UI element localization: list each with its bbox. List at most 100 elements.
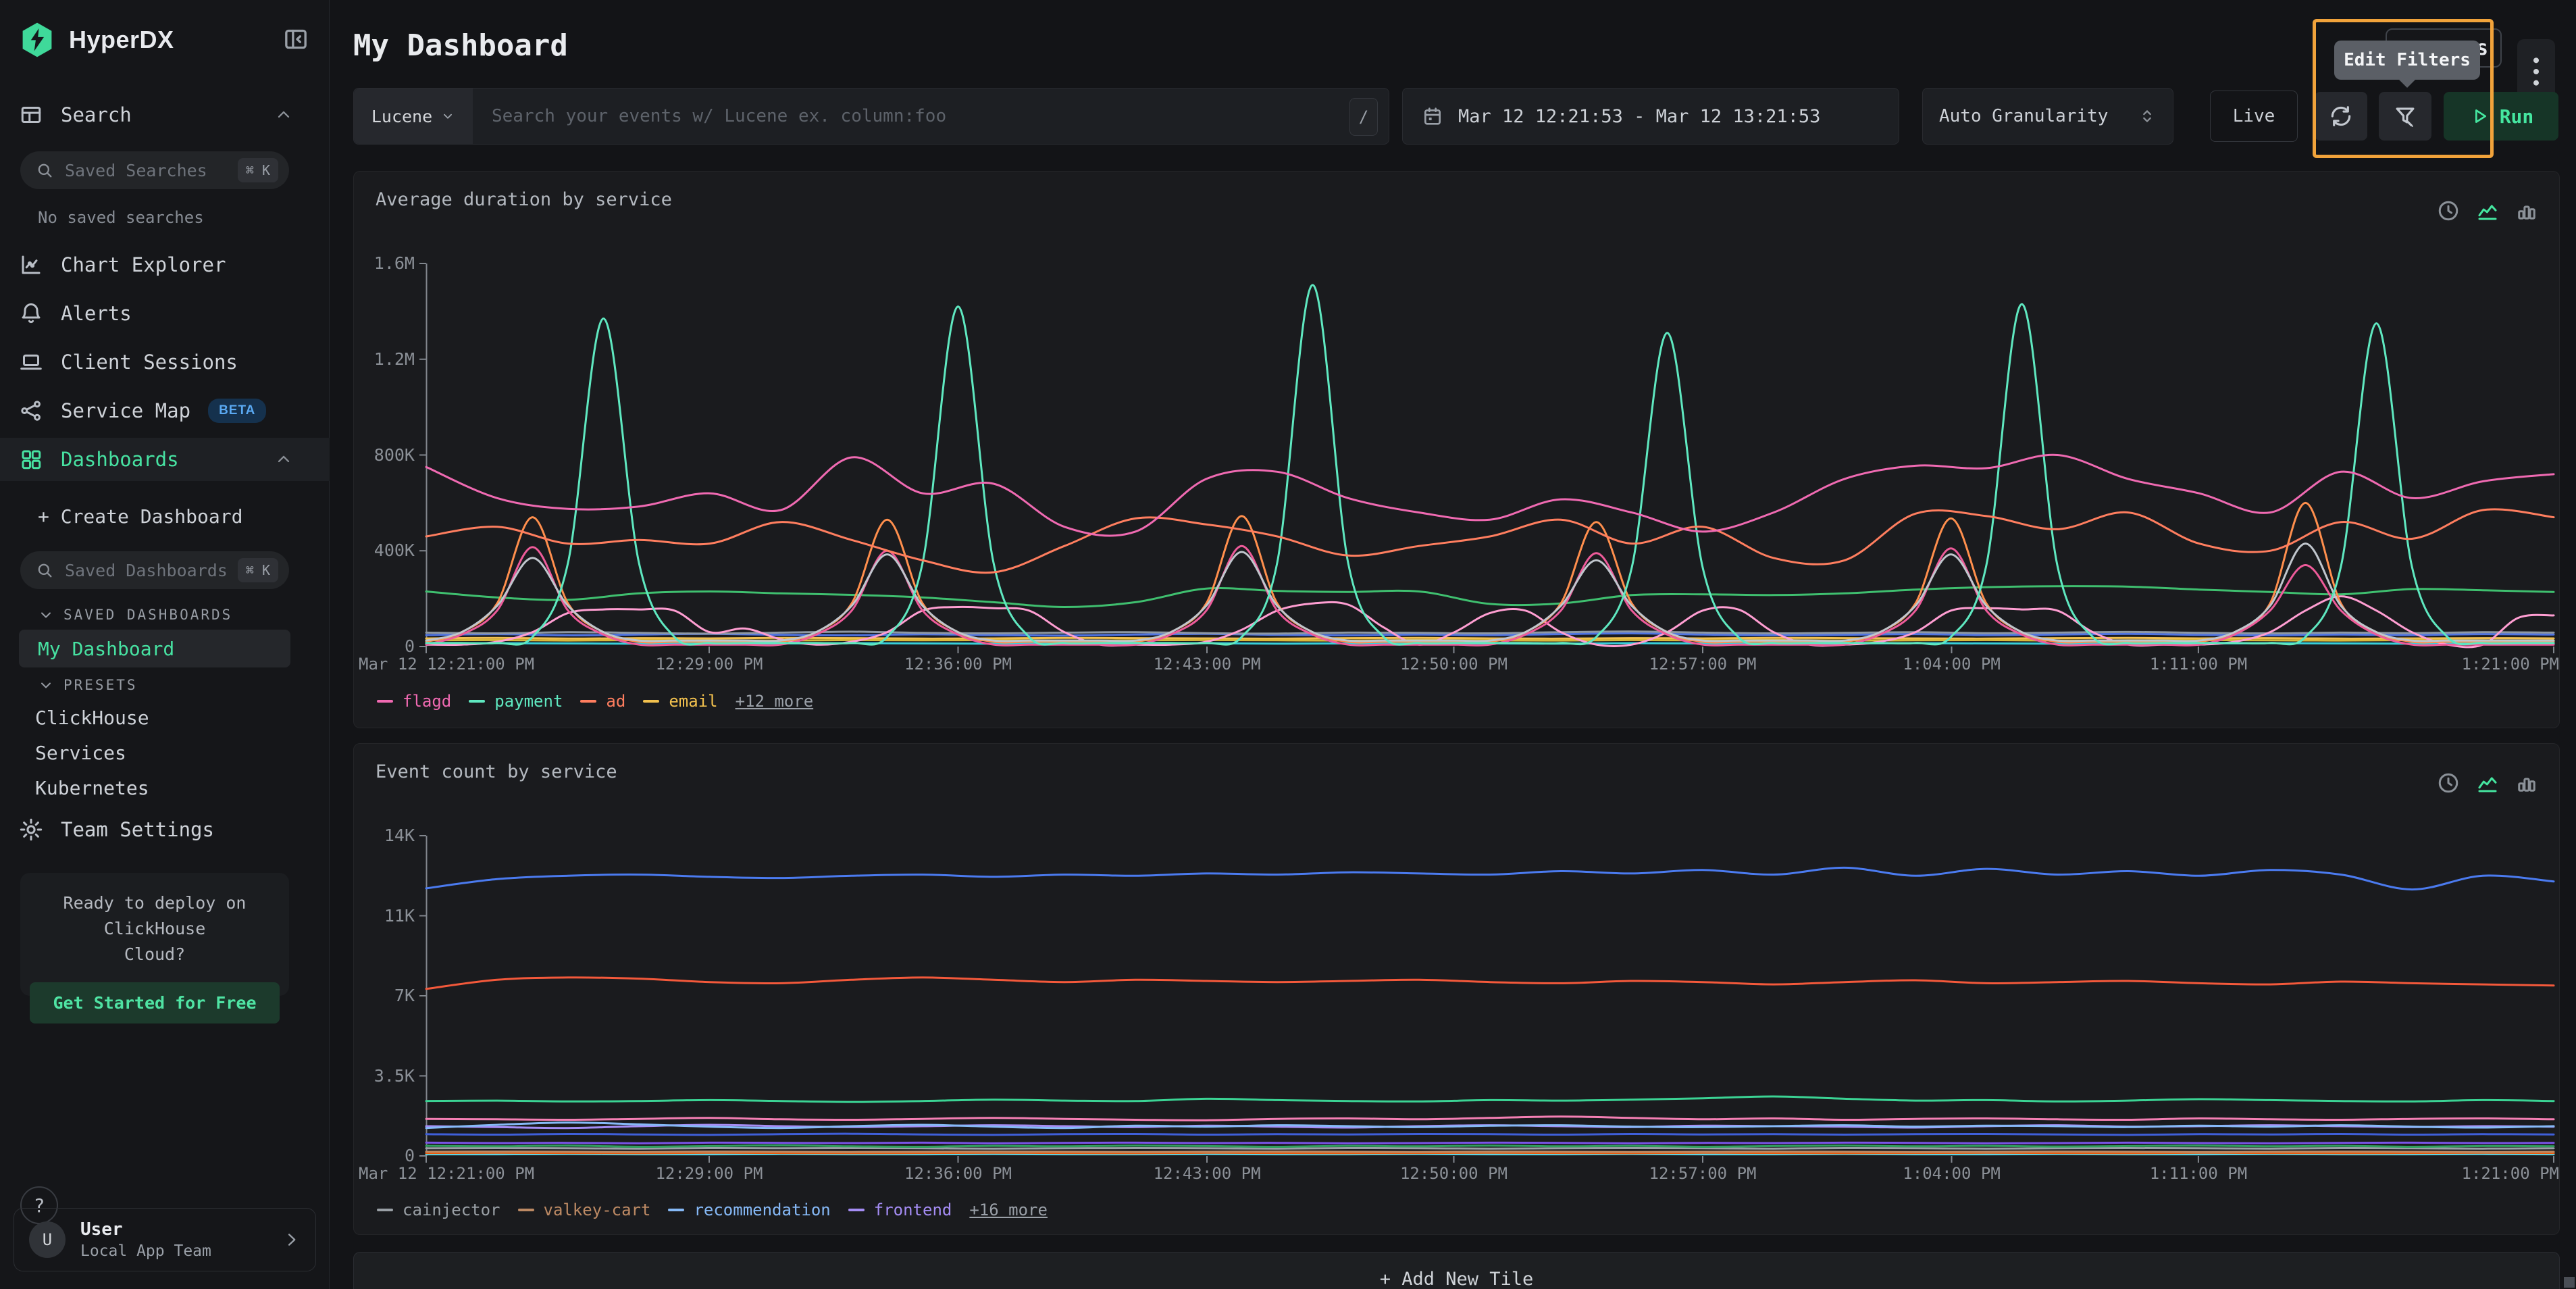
legend-swatch <box>469 700 485 703</box>
x-axis: Mar 12 12:21:00 PM12:29:00 PM12:36:00 PM… <box>426 1164 2554 1187</box>
legend-swatch <box>848 1209 865 1211</box>
sidebar: HyperDX Search Saved Searches ⌘ K No sav… <box>0 0 330 1289</box>
legend-item-cainjector[interactable]: cainjector <box>377 1200 500 1219</box>
legend-label: frontend <box>874 1200 952 1219</box>
legend-item-flagd[interactable]: flagd <box>377 692 451 711</box>
section-presets[interactable]: PRESETS <box>38 677 138 693</box>
legend-more-link[interactable]: +12 more <box>736 692 814 711</box>
preset-services[interactable]: Services <box>35 742 126 764</box>
line-chart-icon[interactable] <box>2475 771 2500 795</box>
y-tick-label: 7K <box>394 986 415 1005</box>
tile-toolbar <box>2436 771 2539 795</box>
live-button[interactable]: Live <box>2210 91 2298 142</box>
bar-chart-icon[interactable] <box>2515 199 2539 223</box>
get-started-button[interactable]: Get Started for Free <box>30 982 279 1023</box>
bar-chart-icon[interactable] <box>2515 771 2539 795</box>
event-search-bar[interactable]: Lucene Search your events w/ Lucene ex. … <box>353 88 1389 145</box>
legend-swatch <box>643 700 659 703</box>
plot-svg <box>426 263 2554 647</box>
query-language-select[interactable]: Lucene <box>354 89 473 144</box>
user-card[interactable]: U User Local App Team <box>14 1208 316 1271</box>
scrollbar-corner[interactable] <box>2564 1277 2575 1288</box>
avatar: U <box>29 1221 66 1258</box>
refresh-button[interactable] <box>2315 92 2367 141</box>
chevron-down-icon <box>38 607 54 623</box>
chart-plot[interactable] <box>426 836 2554 1156</box>
y-tick-label: 1.6M <box>374 253 415 273</box>
tile-toolbar <box>2436 199 2539 223</box>
sidebar-item-chart-explorer[interactable]: Chart Explorer <box>0 243 330 286</box>
tile-title: Event count by service <box>376 761 617 782</box>
saved-dashboards-input[interactable]: Saved Dashboards ⌘ K <box>20 551 289 589</box>
edit-filters-tooltip: Edit Filters <box>2334 41 2480 80</box>
legend-item-frontend[interactable]: frontend <box>848 1200 952 1219</box>
dashboard-name: My Dashboard <box>38 638 174 660</box>
chevron-up-icon <box>274 105 293 124</box>
series-other-3 <box>426 1145 2554 1146</box>
line-chart-icon[interactable] <box>2475 199 2500 223</box>
series-other-6 <box>426 586 2554 607</box>
grid-icon <box>19 447 43 472</box>
legend-swatch <box>377 1209 393 1211</box>
x-tick-label: 1:04:00 PM <box>1903 655 2001 674</box>
legend-label: ad <box>606 692 625 711</box>
run-button[interactable]: Run <box>2444 92 2558 141</box>
sidebar-item-label: Service Map <box>61 399 190 422</box>
y-axis: 1.6M1.2M800K400K0 <box>354 263 421 647</box>
selector-icon <box>2138 107 2157 126</box>
series-flagd <box>426 455 2554 536</box>
series-other-8 <box>426 978 2554 989</box>
legend: flagd payment ademail +12 more <box>377 692 813 711</box>
date-range-picker[interactable]: Mar 12 12:21:53 - Mar 12 13:21:53 <box>1402 88 1899 145</box>
x-tick-label: 12:50:00 PM <box>1400 1164 1508 1183</box>
x-tick-label: 12:29:00 PM <box>655 1164 763 1183</box>
y-tick-label: 1.2M <box>374 349 415 369</box>
sidebar-item-service-map[interactable]: Service Map BETA <box>0 389 330 432</box>
create-dashboard-button[interactable]: + Create Dashboard <box>38 505 242 528</box>
legend-item-email[interactable]: email <box>643 692 717 711</box>
user-meta: User Local App Team <box>80 1219 282 1260</box>
legend-more-link[interactable]: +16 more <box>969 1200 1048 1219</box>
gear-icon <box>19 817 43 842</box>
y-tick-label: 14K <box>384 826 415 845</box>
clickhouse-cloud-card: Ready to deploy on ClickHouse Cloud? Get… <box>20 873 289 996</box>
saved-searches-input[interactable]: Saved Searches ⌘ K <box>20 151 289 189</box>
sidebar-item-label: Team Settings <box>61 818 214 841</box>
filter-edit-icon <box>2392 103 2418 129</box>
sidebar-item-alerts[interactable]: Alerts <box>0 292 330 335</box>
section-saved-dashboards[interactable]: SAVED DASHBOARDS <box>38 607 232 623</box>
sidebar-item-label: Dashboards <box>61 448 179 471</box>
sidebar-item-label: Search <box>61 103 132 126</box>
chevron-down-icon <box>38 677 54 693</box>
search-input-placeholder: Search your events w/ Lucene ex. column:… <box>492 106 946 126</box>
preset-clickhouse[interactable]: ClickHouse <box>35 707 149 729</box>
y-tick-label: 11K <box>384 906 415 926</box>
sidebar-item-search[interactable]: Search <box>0 93 330 136</box>
add-new-tile-button[interactable]: + Add New Tile <box>353 1252 2560 1289</box>
sidebar-item-my-dashboard[interactable]: My Dashboard <box>19 630 290 667</box>
tile-average-duration: Average duration by service 1.6M1.2M800K… <box>353 171 2560 728</box>
chart-plot[interactable] <box>426 263 2554 647</box>
sidebar-item-dashboards[interactable]: Dashboards <box>0 438 330 481</box>
table-icon <box>19 103 43 127</box>
time-settings-icon[interactable] <box>2436 199 2461 223</box>
sidebar-item-team-settings[interactable]: Team Settings <box>0 808 330 851</box>
granularity-value: Auto Granularity <box>1939 106 2138 126</box>
granularity-select[interactable]: Auto Granularity <box>1922 88 2173 145</box>
time-settings-icon[interactable] <box>2436 771 2461 795</box>
edit-filters-button[interactable] <box>2379 92 2431 141</box>
app-title: HyperDX <box>69 26 174 54</box>
legend-item-recommendation[interactable]: recommendation <box>668 1200 830 1219</box>
series-other-7 <box>426 1096 2554 1102</box>
x-tick-label: 12:36:00 PM <box>904 1164 1012 1183</box>
legend-item-ad[interactable]: ad <box>580 692 625 711</box>
legend-swatch <box>518 1209 534 1211</box>
y-tick-label: 0 <box>405 636 415 656</box>
logo-row: HyperDX <box>20 20 309 59</box>
preset-kubernetes[interactable]: Kubernetes <box>35 777 149 799</box>
legend-label: cainjector <box>403 1200 500 1219</box>
sidebar-collapse-icon[interactable] <box>282 26 309 53</box>
legend-item-valkey-cart[interactable]: valkey-cart <box>518 1200 651 1219</box>
legend-item-payment[interactable]: payment <box>469 692 563 711</box>
sidebar-item-client-sessions[interactable]: Client Sessions <box>0 340 330 384</box>
